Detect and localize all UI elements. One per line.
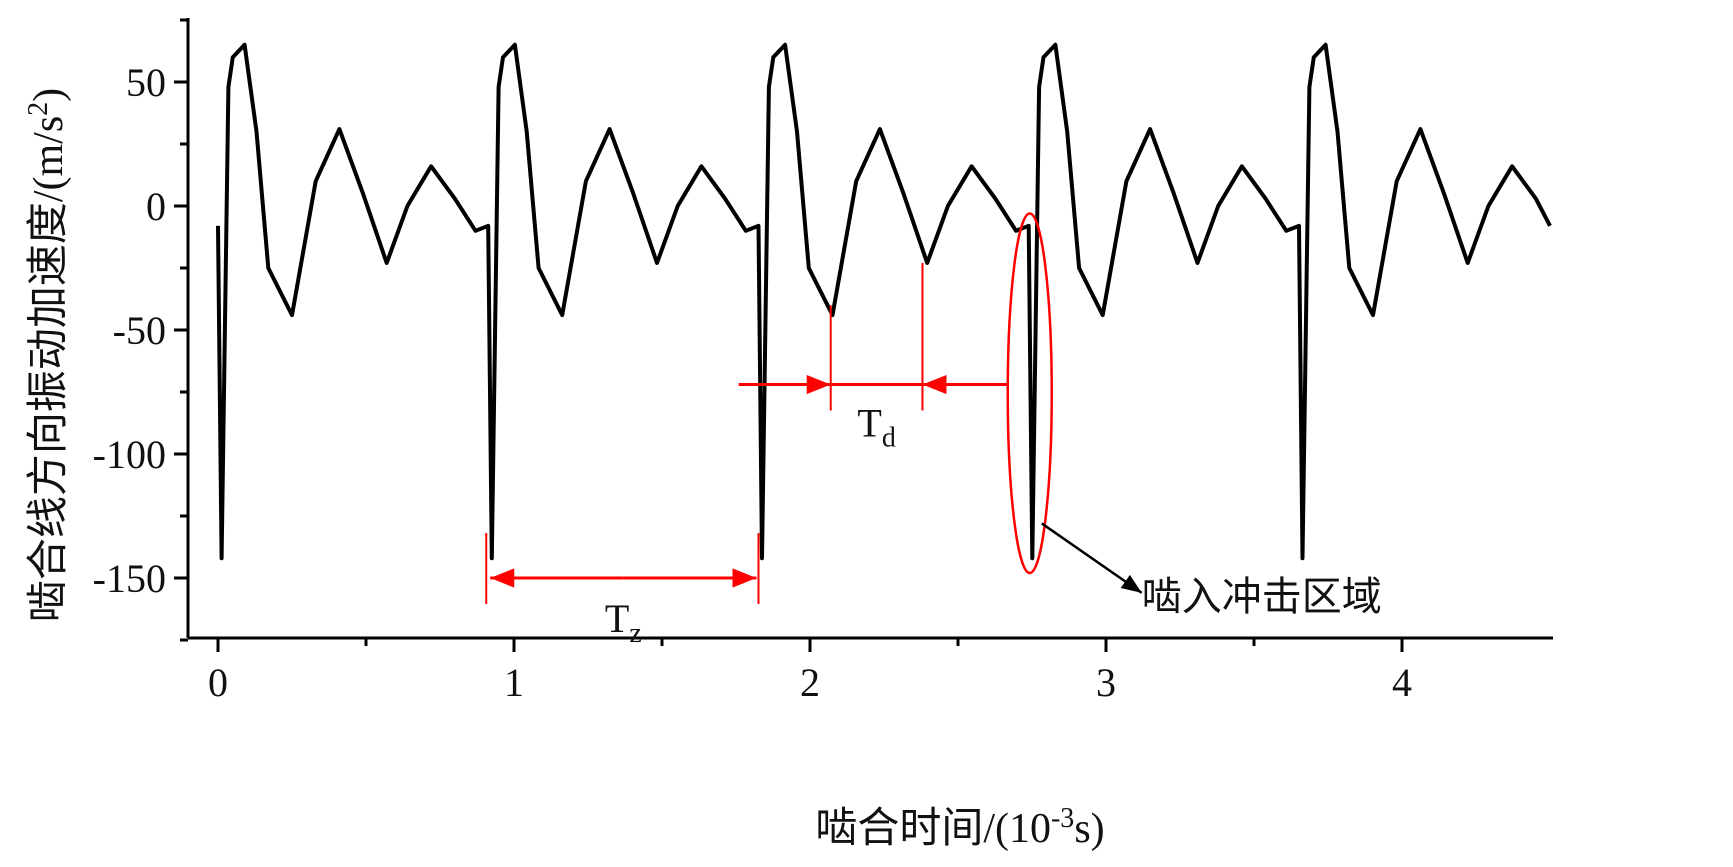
y-tick-label: -100 [93, 432, 166, 477]
x-tick-label: 3 [1096, 660, 1116, 705]
x-tick-label: 1 [504, 660, 524, 705]
chart-series [216, 42, 1552, 561]
waveform-line [216, 42, 1552, 561]
x-tick-label: 0 [208, 660, 228, 705]
x-axis-label-exponent: -3 [1051, 803, 1074, 834]
y-tick-label: 50 [126, 60, 166, 105]
x-axis-label-text: 啮合时间/(10 [815, 806, 1051, 852]
x-tick-label: 4 [1392, 660, 1412, 705]
y-axis-label-unit: ) [26, 88, 72, 102]
impact-region-label: 啮入冲击区域 [1142, 574, 1382, 619]
y-tick-label: -50 [113, 308, 166, 353]
x-axis-label: 啮合时间/(10-3s) [815, 803, 1104, 853]
y-axis-label: 啮合线方向振动加速度/(m/s2) [23, 88, 73, 622]
x-tick-label: 2 [800, 660, 820, 705]
x-axis-label-unit: s) [1074, 806, 1104, 852]
chart-annotations: Tz Td 啮入冲击区域 [485, 212, 1382, 649]
td-label: Td [857, 401, 895, 454]
chart-axes [186, 18, 1553, 640]
y-tick-label: 0 [146, 184, 166, 229]
tz-label: Tz [605, 596, 642, 649]
y-tick-label: -150 [93, 556, 166, 601]
y-axis-label-exponent: 2 [23, 102, 54, 116]
impact-region-ellipse [1006, 212, 1053, 575]
chart-ticks: 0 1 2 3 4 50 0 -50 -100 -150 [93, 18, 1412, 705]
y-axis-label-text: 啮合线方向振动加速度/(m/s [26, 116, 72, 622]
impact-callout-arrow [1041, 522, 1143, 594]
